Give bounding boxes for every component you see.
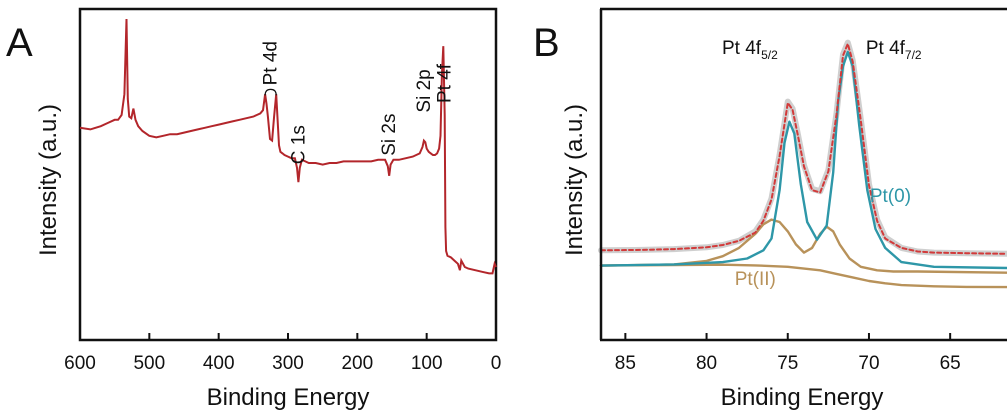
peak-label-b: Pt 4f7/2 bbox=[866, 38, 922, 62]
x-tick-label-a: 100 bbox=[411, 353, 443, 374]
plot-frame-a bbox=[78, 7, 498, 342]
peak-label-a: C 1s bbox=[288, 125, 309, 164]
x-axis-label-b: Binding Energy bbox=[721, 384, 884, 411]
curve-fit-envelope bbox=[600, 42, 1007, 255]
x-tick-label-a: 500 bbox=[133, 353, 165, 374]
curve-background bbox=[599, 263, 1007, 289]
x-tick-label-b: 85 bbox=[615, 353, 636, 374]
peak-label-a: Pt 4f bbox=[435, 63, 456, 103]
deconvolution-curves bbox=[598, 39, 1007, 289]
pt4d-bracket bbox=[264, 88, 277, 96]
x-tick-label-b: 70 bbox=[858, 353, 879, 374]
x-ticks-b: 85 80 75 70 65 bbox=[615, 333, 961, 374]
x-axis-label-a: Binding Energy bbox=[207, 384, 370, 411]
survey-spectrum-line bbox=[79, 18, 497, 275]
peak-label-a: Pt 4d bbox=[261, 41, 282, 85]
pt0-label: Pt(0) bbox=[870, 186, 911, 207]
y-axis-label-a: Intensity (a.u.) bbox=[35, 104, 62, 256]
curve-pt0 bbox=[599, 50, 1007, 270]
x-ticks-a: 600 500 400 300 200 100 0 bbox=[64, 333, 501, 374]
peak-label-a: Si 2p bbox=[414, 69, 435, 112]
curve-pt2 bbox=[599, 218, 1007, 274]
peak-annotations-b: Pt 4f5/2 Pt 4f7/2 Pt(0) Pt(II) bbox=[722, 38, 922, 290]
peak-label-a: Si 2s bbox=[379, 114, 400, 156]
x-tick-label-a: 0 bbox=[491, 353, 502, 374]
x-tick-label-b: 75 bbox=[777, 353, 798, 374]
x-tick-label-a: 200 bbox=[341, 353, 373, 374]
x-tick-label-a: 400 bbox=[203, 353, 235, 374]
x-tick-label-a: 600 bbox=[64, 353, 96, 374]
pt2-label: Pt(II) bbox=[735, 269, 776, 290]
peak-label-b: Pt 4f5/2 bbox=[722, 38, 778, 62]
y-axis-label-b: Intensity (a.u.) bbox=[561, 104, 588, 256]
panel-label-b: B bbox=[533, 21, 560, 65]
panel-b: B 85 80 75 70 65 Pt 4f5/2 Pt 4f7/2 Pt(0) Pt(II)… bbox=[533, 7, 1007, 411]
x-tick-label-b: 80 bbox=[696, 353, 717, 374]
curve-raw bbox=[598, 39, 1007, 257]
panel-label-a: A bbox=[6, 21, 33, 65]
x-tick-label-a: 300 bbox=[272, 353, 304, 374]
x-tick-label-b: 65 bbox=[940, 353, 961, 374]
